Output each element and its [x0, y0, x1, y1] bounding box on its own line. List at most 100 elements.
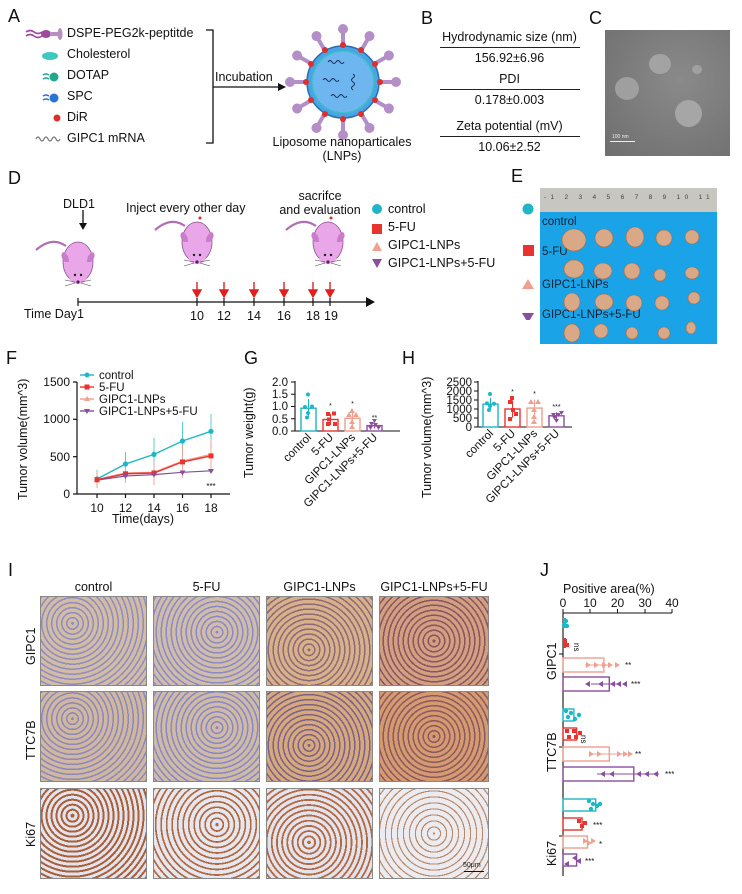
x-axis-label: Time(days) — [112, 512, 175, 526]
ihc-image-gipc1-combo — [379, 596, 489, 686]
legend-label: 5-FU — [388, 220, 416, 234]
component-label: DOTAP — [67, 68, 110, 82]
lnp-particle-icon — [283, 24, 403, 142]
square-marker-icon — [372, 224, 382, 234]
svg-text:12: 12 — [119, 501, 133, 513]
bar-chart-g: 0.00.51.01.52.0 * *** control 5-FU GIPC1-… — [272, 377, 400, 510]
tumor-photo: -1 2 3 4 5 6 7 8 9 10 11 12 13 14 15 con… — [540, 188, 717, 344]
divider — [440, 136, 580, 138]
legend-label: control — [99, 370, 134, 382]
panel-label-j: J — [540, 560, 549, 580]
ihc-image-gipc1-control — [40, 596, 147, 686]
panel-label-b: B — [421, 8, 434, 28]
ihc-image-ttc7b-control — [40, 691, 147, 782]
ihc-image-ki67-5fu — [153, 788, 260, 879]
legend-label: GIPC1-LNPs — [99, 394, 166, 406]
svg-text:10: 10 — [583, 596, 597, 610]
ihc-image-ttc7b-combo — [379, 691, 489, 782]
ruler-numbers: -1 2 3 4 5 6 7 8 9 10 11 12 13 14 15 — [544, 194, 717, 201]
panel-label-e: E — [511, 166, 524, 186]
divider — [440, 89, 580, 91]
ihc-image-ki67-control — [40, 788, 147, 879]
svg-text:*: * — [329, 403, 332, 410]
panel-label-h: H — [402, 348, 415, 368]
column-header: GIPC1-LNPs — [283, 580, 356, 594]
y-axis-label: Tumor weight(g) — [242, 387, 256, 478]
svg-text:***: *** — [585, 857, 594, 866]
row-header: TTC7B — [24, 720, 38, 760]
svg-text:2000: 2000 — [446, 386, 472, 398]
mouse-icon — [153, 220, 215, 268]
scale-bar-label: 100 nm — [612, 134, 629, 140]
svg-text:1.0: 1.0 — [272, 401, 288, 413]
svg-text:0.0: 0.0 — [272, 426, 288, 438]
ihc-image-ttc7b-lnps — [266, 691, 373, 782]
mouse-icon — [284, 220, 346, 268]
tumor-samples — [561, 226, 701, 343]
ihc-image-ki67-lnps — [266, 788, 373, 879]
panel-label-g: G — [244, 348, 259, 368]
component-label: DiR — [67, 110, 88, 124]
circle-marker-icon — [372, 204, 382, 214]
svg-text:ns: ns — [579, 735, 588, 743]
photo-group-label: 5-FU — [542, 246, 568, 258]
scale-bar — [610, 141, 635, 142]
property-value: 10.06±2.52 — [478, 140, 541, 154]
x-axis-title: Positive area(%) — [563, 582, 655, 596]
svg-text:1500: 1500 — [446, 395, 472, 407]
column-header: GIPC1-LNPs+5-FU — [380, 580, 488, 594]
spc-lipid-icon — [42, 93, 59, 103]
mouse-icon — [34, 240, 96, 288]
panel-label-i: I — [8, 560, 14, 580]
incubation-bracket-arrow — [206, 29, 286, 144]
time-tick: 10 — [190, 309, 204, 323]
legend-label: GIPC1-LNPs — [388, 238, 461, 252]
svg-text:*: * — [599, 840, 602, 849]
ihc-image-gipc1-lnps — [266, 596, 373, 686]
group-markers — [522, 203, 534, 320]
svg-text:***: *** — [593, 821, 602, 830]
legend-markers — [372, 204, 382, 268]
time-axis-label: Time Day1 — [24, 307, 84, 321]
photo-group-label: GIPC1-LNPs+5-FU — [542, 309, 641, 321]
tem-micrograph: 100 nm — [605, 30, 730, 156]
photo-group-label: control — [542, 216, 577, 228]
svg-text:1500: 1500 — [43, 375, 70, 389]
svg-text:*: * — [351, 401, 354, 408]
lnp-label-line1: Liposome nanoparticales — [272, 135, 412, 149]
horizontal-bar-chart-j: 0 10 20 30 40 ns ** *** ns ** *** *** * *** — [559, 596, 679, 876]
scale-bar-label: 50μm — [463, 862, 481, 869]
time-tick: 18 — [306, 309, 320, 323]
svg-text:**: ** — [372, 415, 378, 422]
svg-text:**: ** — [635, 750, 641, 759]
svg-text:1000: 1000 — [43, 412, 70, 426]
sacrifice-label-line1: sacrifce — [298, 189, 342, 203]
lnp-label-line2: (LNPs) — [322, 149, 362, 163]
time-tick: 12 — [217, 309, 231, 323]
row-header: GIPC1 — [24, 627, 38, 665]
down-arrow-icon — [79, 210, 87, 230]
svg-text:16: 16 — [176, 501, 190, 513]
property-header: Hydrodynamic size (nm) — [442, 30, 577, 44]
svg-text:18: 18 — [204, 501, 218, 513]
panel-label-d: D — [8, 168, 21, 188]
mrna-strand-icon — [35, 136, 61, 142]
triangle-down-marker-icon — [372, 259, 382, 268]
svg-text:40: 40 — [665, 596, 679, 610]
dotap-lipid-icon — [42, 72, 59, 82]
time-tick: 19 — [324, 309, 338, 323]
line-chart-f: 0 500 1000 1500 10 12 14 16 18 *** control 5-FU… — [43, 370, 230, 513]
peptide-lipid-icon — [25, 28, 63, 40]
injection-arrows-icon — [191, 282, 336, 299]
svg-text:2.0: 2.0 — [272, 377, 288, 389]
nanoparticle-image — [675, 100, 702, 127]
svg-text:14: 14 — [147, 501, 161, 513]
svg-text:20: 20 — [611, 596, 625, 610]
legend-label: GIPC1-LNPs+5-FU — [99, 406, 198, 418]
timeline-diagram — [34, 210, 375, 307]
time-axis — [77, 297, 375, 307]
triangle-up-marker-icon — [372, 242, 382, 251]
svg-text:10: 10 — [90, 501, 104, 513]
component-label: GIPC1 mRNA — [67, 131, 145, 145]
